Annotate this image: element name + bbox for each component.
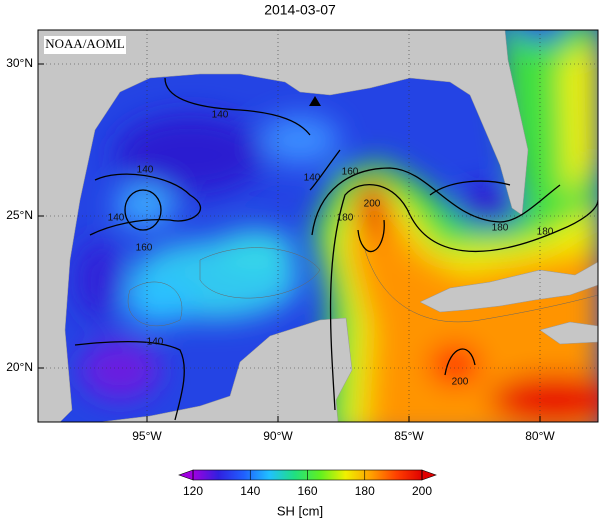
credit-box <box>44 36 126 54</box>
lon-label: 80°W <box>525 429 555 443</box>
lon-label: 85°W <box>394 429 424 443</box>
colorbar-label: SH [cm] <box>277 503 323 518</box>
credit: NOAA/AOML <box>45 36 125 51</box>
colorbar-tick-label: 140 <box>240 484 260 498</box>
contour-label: 140 <box>212 110 229 121</box>
contour-label: 140 <box>147 337 164 348</box>
colorbar-tick-label: 180 <box>355 484 375 498</box>
map-frame <box>37 29 599 423</box>
lat-label: 30°N <box>6 56 33 70</box>
colorbar-tick-label: 120 <box>183 484 203 498</box>
lat-label: 20°N <box>6 360 33 374</box>
contour-label: 180 <box>537 227 554 238</box>
colorbar-arrow <box>421 469 437 481</box>
contour-label: 200 <box>452 377 469 388</box>
lat-label: 25°N <box>6 208 33 222</box>
contour-label: 160 <box>342 167 359 178</box>
contour-label: 180 <box>492 223 509 234</box>
contour-label: 180 <box>337 213 354 224</box>
lon-label: 95°W <box>132 429 162 443</box>
contour-label: 140 <box>108 213 125 224</box>
contour-label: 200 <box>364 199 381 210</box>
lon-label: 90°W <box>263 429 293 443</box>
colorbar-tick-label: 160 <box>297 484 317 498</box>
colorbar-arrow <box>178 469 194 481</box>
contour-label: 140 <box>304 173 321 184</box>
title: 2014-03-07 <box>264 2 336 18</box>
contour-label: 140 <box>137 165 154 176</box>
contour-label: 160 <box>136 243 153 254</box>
sea-height-field <box>38 30 598 422</box>
contours <box>74 77 598 421</box>
colorbar-tick-label: 200 <box>412 484 432 498</box>
